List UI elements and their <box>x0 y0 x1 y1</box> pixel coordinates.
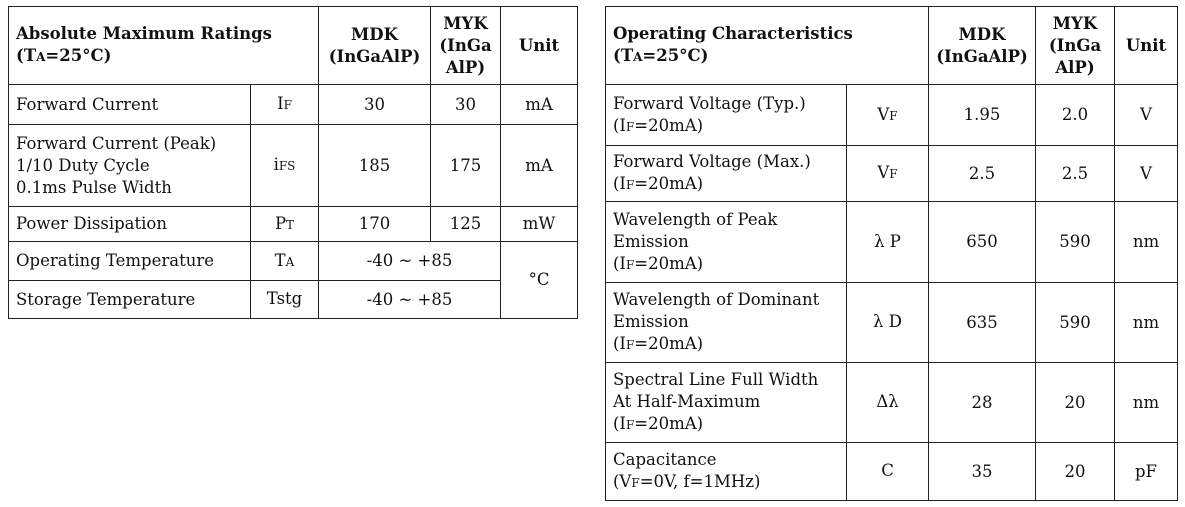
unit-value: mW <box>500 206 578 242</box>
table-row: Operating Temperature TA -40 ~ +85 °C <box>8 241 578 319</box>
unit-value: mA <box>500 84 578 125</box>
operating-characteristics-table: Operating Characteristics (TA=25°C) MDK … <box>605 6 1178 501</box>
unit-value: V <box>1114 84 1178 146</box>
myk-value: 590 <box>1035 201 1115 283</box>
symbol-cell: TA <box>250 241 319 281</box>
table-row: Spectral Line Full Width At Half-Maximum… <box>605 362 1178 443</box>
symbol-cell: C <box>846 442 929 501</box>
op-title-cell: Operating Characteristics (TA=25°C) <box>605 6 929 85</box>
symbol-cell: PT <box>250 206 319 242</box>
myk-value: 125 <box>430 206 501 242</box>
myk-value: 590 <box>1035 282 1115 363</box>
param-cell: Operating Temperature <box>8 241 251 281</box>
unit-value: V <box>1114 145 1178 202</box>
mdk-value: 28 <box>928 362 1036 443</box>
abs-title: Absolute Maximum Ratings <box>16 24 272 43</box>
symbol-cell: VF <box>846 145 929 202</box>
abs-condition: (TA=25°C) <box>16 46 112 65</box>
myk-value: 175 <box>430 124 501 207</box>
op-header-row: Operating Characteristics (TA=25°C) MDK … <box>605 6 1178 85</box>
param-cell: Forward Voltage (Max.) (IF=20mA) <box>605 145 847 202</box>
myk-value: 30 <box>430 84 501 125</box>
mdk-value: 35 <box>928 442 1036 501</box>
mdk-value: 650 <box>928 201 1036 283</box>
abs-mdk-header: MDK (InGaAlP) <box>318 6 431 85</box>
symbol-cell: λ D <box>846 282 929 363</box>
mdk-value: 30 <box>318 84 431 125</box>
mdk-value: 1.95 <box>928 84 1036 146</box>
param-cell: Spectral Line Full Width At Half-Maximum… <box>605 362 847 443</box>
mdk-value: 185 <box>318 124 431 207</box>
param-cell: Power Dissipation <box>8 206 251 242</box>
op-unit-header: Unit <box>1114 6 1178 85</box>
myk-value: 20 <box>1035 442 1115 501</box>
symbol-cell: Tstg <box>250 280 319 319</box>
param-cell: Forward Voltage (Typ.) (IF=20mA) <box>605 84 847 146</box>
myk-value: 20 <box>1035 362 1115 443</box>
symbol-cell: IF <box>250 84 319 125</box>
table-row: Capacitance (VF=0V, f=1MHz) C 35 20 pF <box>605 442 1178 501</box>
param-cell: Storage Temperature <box>8 280 251 319</box>
abs-unit-header: Unit <box>500 6 578 85</box>
mdk-value: 170 <box>318 206 431 242</box>
myk-value: 2.0 <box>1035 84 1115 146</box>
param-cell: Wavelength of Dominant Emission (IF=20mA) <box>605 282 847 363</box>
table-row: Forward Current (Peak) 1/10 Duty Cycle 0… <box>8 124 578 207</box>
unit-value: mA <box>500 124 578 207</box>
temp-unit-value: °C <box>500 241 578 319</box>
op-condition: (TA=25°C) <box>613 46 709 65</box>
symbol-cell: iFS <box>250 124 319 207</box>
param-cell: Forward Current (Peak) 1/10 Duty Cycle 0… <box>8 124 251 207</box>
table-row: Forward Voltage (Typ.) (IF=20mA) VF 1.95 … <box>605 84 1178 146</box>
absolute-maximum-ratings-table: Absolute Maximum Ratings (TA=25°C) MDK (… <box>8 6 578 319</box>
unit-value: pF <box>1114 442 1178 501</box>
unit-value: nm <box>1114 201 1178 283</box>
op-mdk-header: MDK (InGaAlP) <box>928 6 1036 85</box>
abs-header-row: Absolute Maximum Ratings (TA=25°C) MDK (… <box>8 6 578 85</box>
abs-myk-header: MYK (InGa AlP) <box>430 6 501 85</box>
range-value: -40 ~ +85 <box>318 280 501 319</box>
mdk-value: 2.5 <box>928 145 1036 202</box>
table-row: Wavelength of Dominant Emission (IF=20mA)… <box>605 282 1178 363</box>
unit-value: nm <box>1114 282 1178 363</box>
param-cell: Capacitance (VF=0V, f=1MHz) <box>605 442 847 501</box>
symbol-cell: Δλ <box>846 362 929 443</box>
param-cell: Forward Current <box>8 84 251 125</box>
abs-title-cell: Absolute Maximum Ratings (TA=25°C) <box>8 6 319 85</box>
range-value: -40 ~ +85 <box>318 241 501 281</box>
table-row: Wavelength of Peak Emission (IF=20mA) λ P… <box>605 201 1178 283</box>
param-cell: Wavelength of Peak Emission (IF=20mA) <box>605 201 847 283</box>
op-myk-header: MYK (InGa AlP) <box>1035 6 1115 85</box>
table-row: Forward Voltage (Max.) (IF=20mA) VF 2.5 2… <box>605 145 1178 202</box>
unit-value: nm <box>1114 362 1178 443</box>
mdk-value: 635 <box>928 282 1036 363</box>
symbol-cell: λ P <box>846 201 929 283</box>
table-row: Forward Current IF 30 30 mA <box>8 84 578 125</box>
myk-value: 2.5 <box>1035 145 1115 202</box>
symbol-cell: VF <box>846 84 929 146</box>
table-row: Storage Temperature Tstg -40 ~ +85 <box>8 280 578 319</box>
table-row: Power Dissipation PT 170 125 mW <box>8 206 578 242</box>
op-title: Operating Characteristics <box>613 24 853 43</box>
